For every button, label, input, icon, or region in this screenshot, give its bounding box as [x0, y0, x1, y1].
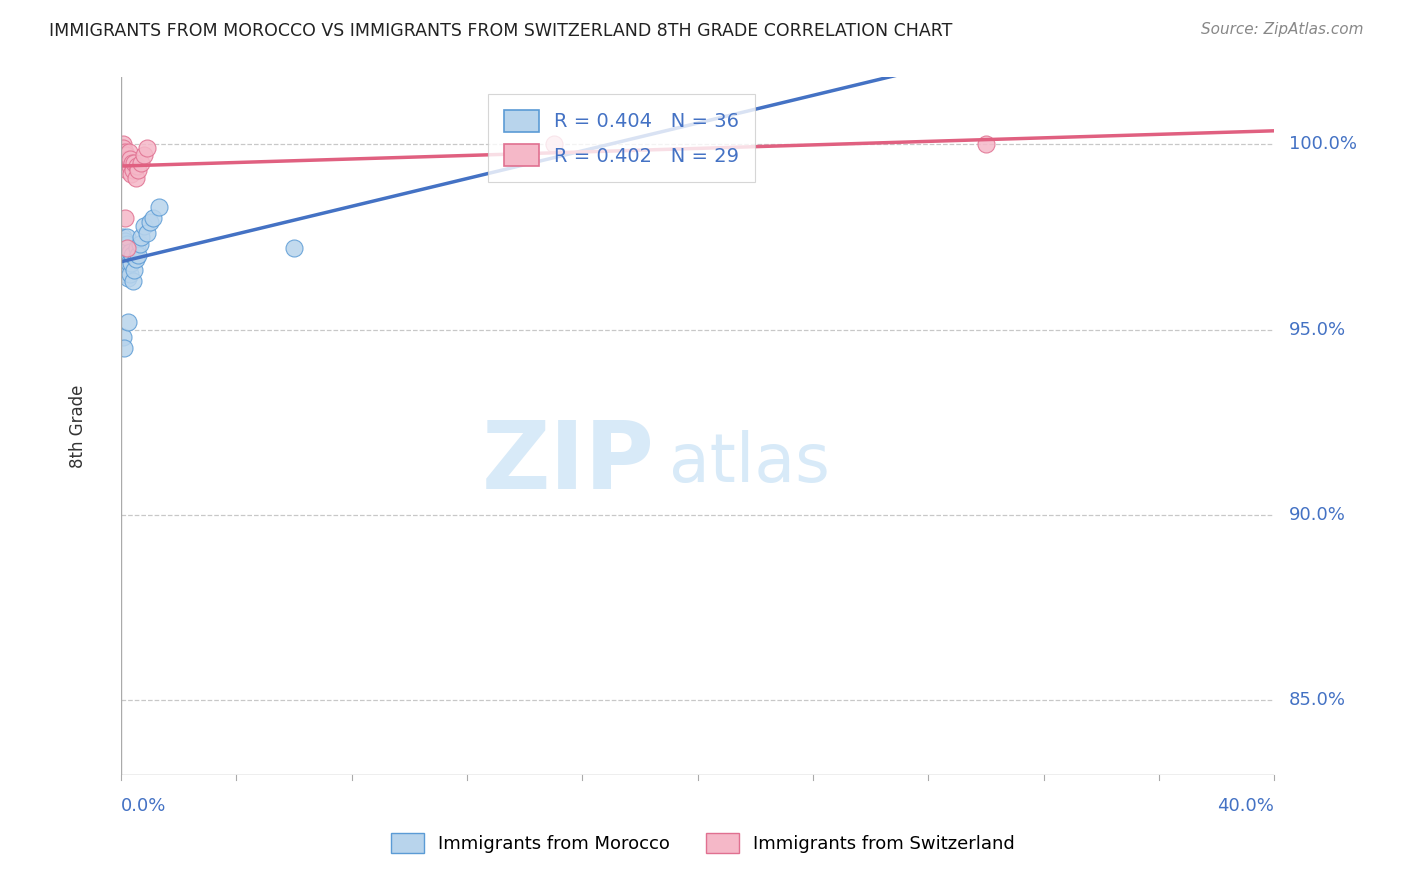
Text: 90.0%: 90.0% — [1289, 506, 1346, 524]
Point — [111, 137, 134, 152]
Point — [112, 148, 135, 162]
Point — [118, 244, 141, 259]
Point — [120, 256, 142, 270]
Point — [127, 163, 149, 178]
Point — [124, 170, 146, 185]
Point — [112, 141, 135, 155]
Point — [148, 200, 170, 214]
Point — [114, 241, 136, 255]
Text: 0.0%: 0.0% — [121, 797, 166, 815]
Point — [121, 274, 143, 288]
Point — [114, 252, 136, 267]
Point — [117, 263, 139, 277]
Point — [128, 237, 150, 252]
Point — [115, 160, 138, 174]
Text: Source: ZipAtlas.com: Source: ZipAtlas.com — [1201, 22, 1364, 37]
Point — [114, 155, 136, 169]
Point — [121, 155, 143, 169]
Point — [136, 141, 159, 155]
Point — [114, 267, 136, 281]
Point — [114, 234, 136, 248]
Point — [114, 145, 136, 159]
Point — [114, 152, 136, 166]
Point — [118, 256, 141, 270]
Text: IMMIGRANTS FROM MOROCCO VS IMMIGRANTS FROM SWITZERLAND 8TH GRADE CORRELATION CHA: IMMIGRANTS FROM MOROCCO VS IMMIGRANTS FR… — [49, 22, 953, 40]
Point — [115, 237, 138, 252]
Point — [134, 148, 156, 162]
Point — [283, 241, 305, 255]
Text: ZIP: ZIP — [481, 417, 654, 509]
Point — [112, 237, 135, 252]
Point — [125, 160, 148, 174]
Point — [117, 270, 139, 285]
Point — [121, 248, 143, 262]
Point — [115, 241, 138, 255]
Point — [117, 230, 139, 244]
Point — [117, 315, 139, 329]
Point — [112, 145, 135, 159]
Point — [134, 219, 156, 233]
Point — [111, 230, 134, 244]
Text: 85.0%: 85.0% — [1289, 691, 1346, 709]
Text: 8th Grade: 8th Grade — [69, 384, 87, 467]
Point — [112, 256, 135, 270]
Point — [139, 215, 162, 229]
Point — [117, 163, 139, 178]
Point — [118, 160, 141, 174]
Text: atlas: atlas — [669, 430, 830, 496]
Point — [120, 152, 142, 166]
Point — [127, 248, 149, 262]
Text: 40.0%: 40.0% — [1218, 797, 1274, 815]
Point — [117, 248, 139, 262]
Point — [115, 260, 138, 274]
Text: 95.0%: 95.0% — [1289, 320, 1346, 339]
Point — [115, 155, 138, 169]
Point — [121, 163, 143, 178]
Point — [129, 230, 152, 244]
Point — [114, 211, 136, 226]
Point — [136, 226, 159, 240]
Point — [118, 145, 141, 159]
Point — [115, 148, 138, 162]
Point — [974, 137, 997, 152]
Point — [122, 263, 145, 277]
Legend: R = 0.404   N = 36, R = 0.402   N = 29: R = 0.404 N = 36, R = 0.402 N = 29 — [488, 95, 755, 182]
Point — [122, 155, 145, 169]
Point — [112, 244, 135, 259]
Point — [117, 152, 139, 166]
Point — [120, 167, 142, 181]
Point — [543, 137, 565, 152]
Point — [142, 211, 165, 226]
Point — [120, 267, 142, 281]
Point — [112, 330, 135, 344]
Point — [112, 341, 135, 355]
Point — [125, 241, 148, 255]
Point — [115, 248, 138, 262]
Text: 100.0%: 100.0% — [1289, 136, 1357, 153]
Legend: Immigrants from Morocco, Immigrants from Switzerland: Immigrants from Morocco, Immigrants from… — [384, 825, 1022, 861]
Point — [129, 155, 152, 169]
Point — [124, 252, 146, 267]
